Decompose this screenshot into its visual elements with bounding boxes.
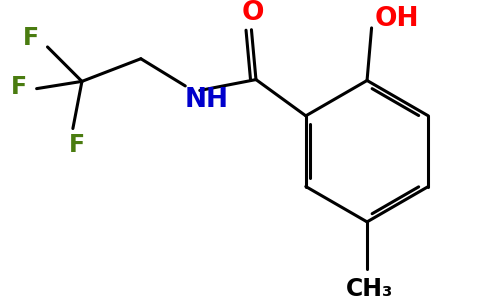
Text: O: O [242,0,264,26]
Text: F: F [69,133,86,157]
Text: NH: NH [185,86,229,112]
Text: CH₃: CH₃ [346,277,393,300]
Text: F: F [23,26,39,50]
Text: OH: OH [375,6,419,32]
Text: F: F [11,75,27,99]
